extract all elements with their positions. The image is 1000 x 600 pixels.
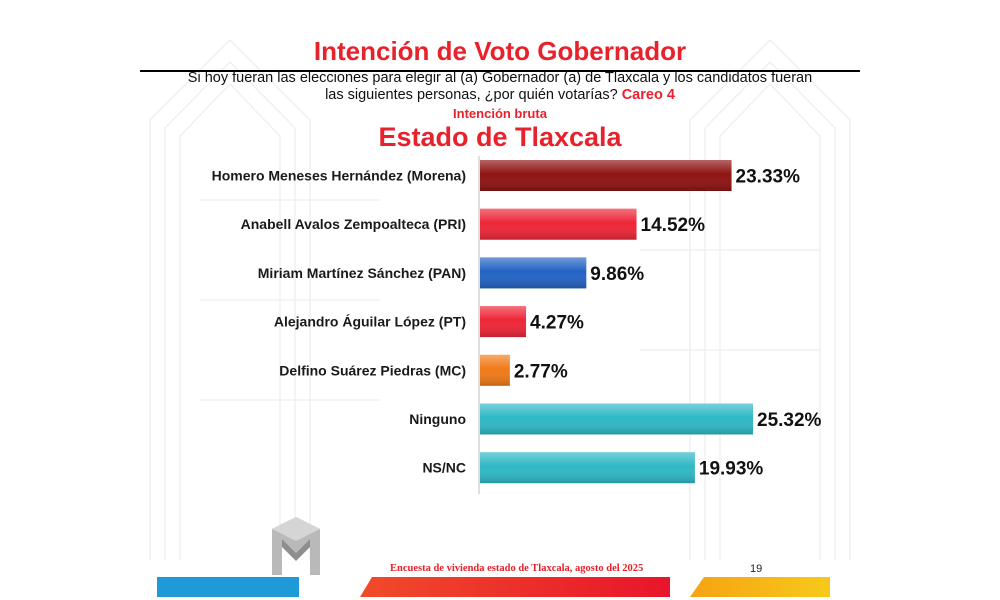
- category-label: Alejandro Águilar López (PT): [274, 314, 466, 330]
- page-number: 19: [750, 563, 763, 575]
- chart-subtitle: Intención bruta: [453, 106, 547, 121]
- bar-shading: [480, 452, 695, 484]
- bar-shading: [480, 354, 510, 386]
- footer-strip-blue: [157, 577, 299, 597]
- category-label: Delfino Suárez Piedras (MC): [279, 362, 466, 378]
- question-line-2: las siguientes personas, ¿por quién vota…: [325, 87, 618, 103]
- question-line-1: Si hoy fueran las elecciones para elegir…: [187, 70, 813, 86]
- careo-label: Careo 4: [621, 87, 675, 103]
- data-label: 4.27%: [530, 313, 584, 334]
- category-label: Anabell Avalos Zempoalteca (PRI): [241, 216, 466, 232]
- category-label: Ninguno: [409, 411, 466, 427]
- bar-shading: [480, 306, 527, 338]
- bar-shading: [480, 208, 637, 240]
- company-logo: [272, 517, 320, 575]
- data-label: 2.77%: [514, 361, 568, 382]
- category-label: NS/NC: [422, 460, 466, 476]
- survey-question: Si hoy fueran las elecciones para elegir…: [150, 70, 850, 104]
- data-label: 14.52%: [641, 215, 706, 236]
- bar-shading: [480, 403, 753, 435]
- bar-shading: [480, 257, 587, 289]
- category-label: Miriam Martínez Sánchez (PAN): [258, 265, 466, 281]
- data-label: 23.33%: [736, 167, 801, 188]
- region-title: Estado de Tlaxcala: [378, 122, 622, 152]
- data-label: 9.86%: [590, 264, 644, 285]
- data-label: 19.93%: [699, 459, 764, 480]
- category-label: Homero Meneses Hernández (Morena): [212, 168, 466, 184]
- chart-title: Intención de Voto Gobernador: [313, 36, 687, 66]
- data-label: 25.32%: [757, 410, 822, 431]
- footer-strip-yellow: [690, 577, 830, 597]
- footer-strip-red: [360, 577, 670, 597]
- title-rule: [140, 70, 860, 72]
- bar-shading: [480, 160, 732, 191]
- survey-footer: Encuesta de vivienda estado de Tlaxcala,…: [390, 563, 644, 574]
